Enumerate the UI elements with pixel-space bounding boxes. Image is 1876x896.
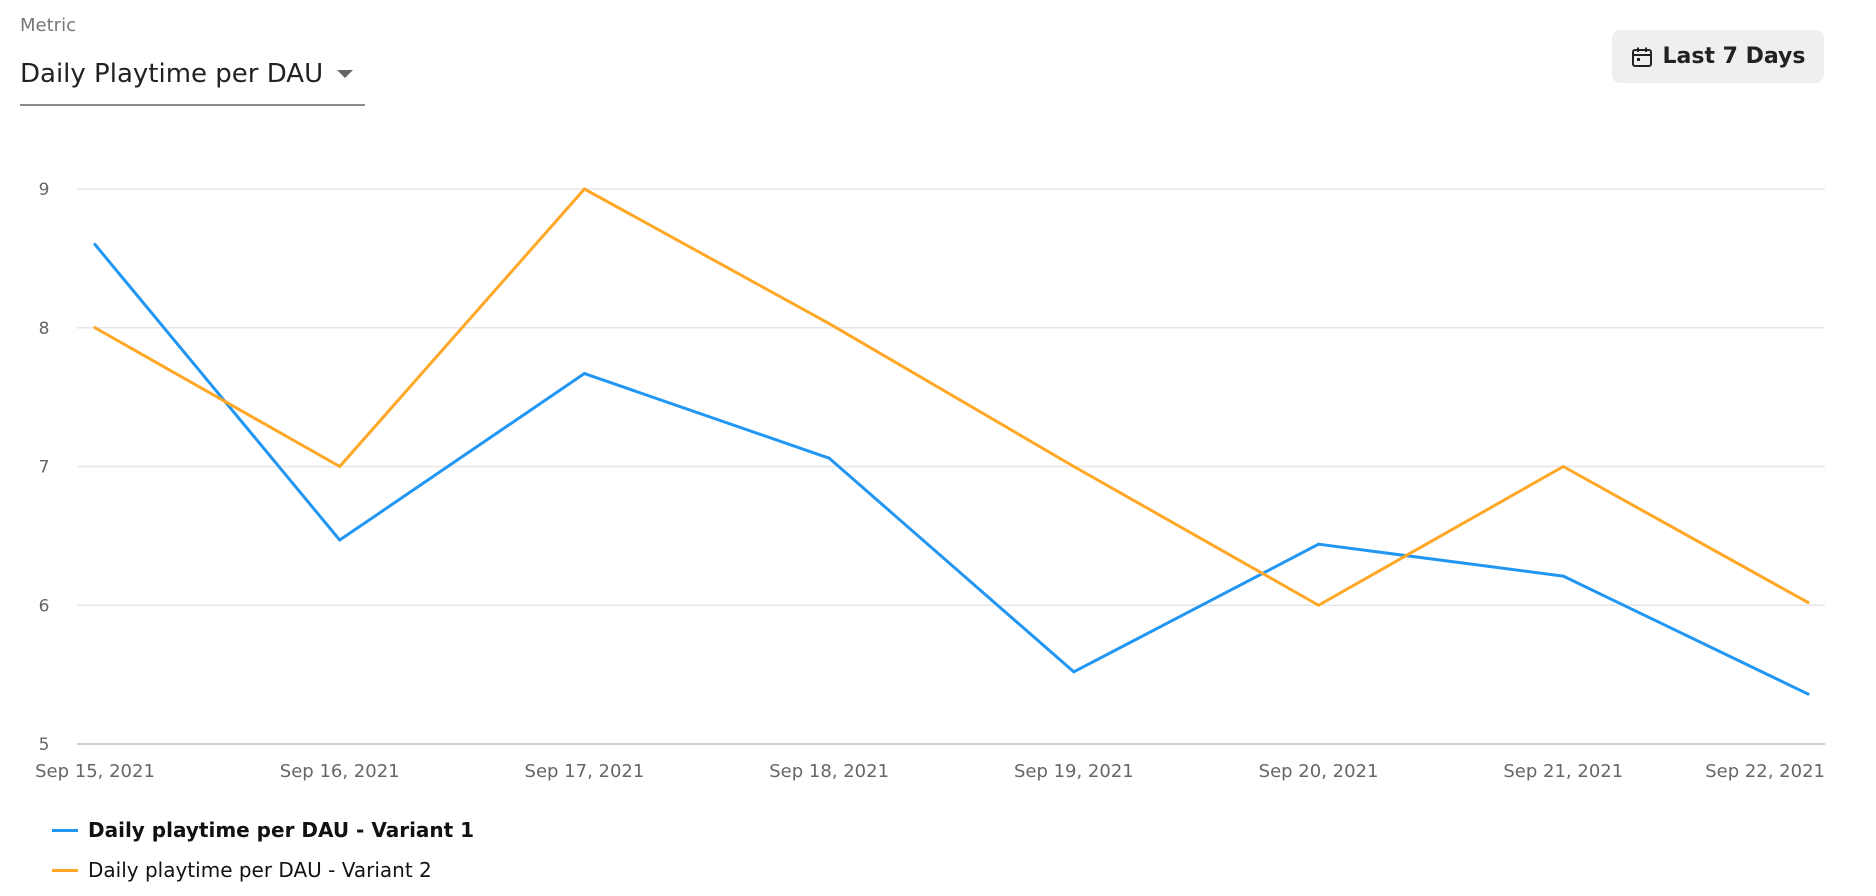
- x-tick-label-6: Sep 20, 2021: [1259, 761, 1379, 782]
- data-point-variant-2-7: [1561, 465, 1565, 468]
- legend-swatch-variant-1: [52, 828, 78, 832]
- metric-label: Metric: [20, 15, 76, 36]
- legend-swatch-variant-2: [52, 868, 78, 872]
- data-point-variant-2-8: [1806, 600, 1810, 604]
- x-tick-label-3: Sep 17, 2021: [525, 761, 645, 782]
- legend-item-variant-2[interactable]: Daily playtime per DAU - Variant 2: [52, 850, 474, 890]
- legend-label-variant-1: Daily playtime per DAU - Variant 1: [88, 818, 475, 842]
- data-point-variant-1-8: [1806, 692, 1810, 696]
- data-point-variant-1-3: [582, 372, 586, 376]
- line-chart: 5 6 7 8 9 Sep 15, 2021 Sep 16, 2021 Sep 17, 202…: [35, 180, 1825, 782]
- data-point-variant-1-5: [1072, 670, 1076, 674]
- y-tick-label-8: 8: [39, 319, 50, 339]
- legend-label-variant-2: Daily playtime per DAU - Variant 2: [88, 858, 432, 882]
- metric-select[interactable]: Daily Playtime per DAU: [20, 56, 365, 106]
- chart-legend: Daily playtime per DAU - Variant 1 Daily…: [52, 810, 474, 890]
- series-line-variant-2: [93, 187, 1810, 607]
- data-point-variant-2-4: [827, 322, 831, 326]
- x-tick-label-8: Sep 22, 2021: [1705, 761, 1825, 782]
- metric-selector-block: Metric Daily Playtime per DAU: [20, 14, 365, 106]
- y-tick-label-5: 5: [39, 735, 50, 755]
- data-point-variant-2-5: [1072, 465, 1076, 468]
- x-tick-label-7: Sep 21, 2021: [1503, 761, 1623, 782]
- x-tick-label-2: Sep 16, 2021: [280, 761, 400, 782]
- date-range-label: Last 7 Days: [1662, 44, 1806, 69]
- data-point-variant-2-1: [93, 326, 97, 330]
- data-point-variant-2-2: [338, 465, 342, 468]
- data-point-variant-1-2: [338, 538, 342, 542]
- y-tick-label-6: 6: [39, 596, 50, 616]
- y-tick-label-7: 7: [39, 458, 50, 478]
- calendar-icon: [1631, 47, 1652, 67]
- data-point-variant-1-7: [1561, 574, 1565, 578]
- data-point-variant-2-6: [1317, 603, 1321, 607]
- data-point-variant-1-6: [1317, 542, 1321, 546]
- x-tick-label-4: Sep 18, 2021: [769, 761, 889, 782]
- date-range-button[interactable]: Last 7 Days: [1612, 30, 1824, 83]
- y-tick-label-9: 9: [39, 180, 50, 200]
- data-point-variant-2-3: [582, 187, 586, 191]
- x-tick-label-5: Sep 19, 2021: [1014, 761, 1134, 782]
- legend-item-variant-1[interactable]: Daily playtime per DAU - Variant 1: [52, 810, 474, 850]
- x-tick-label-1: Sep 15, 2021: [35, 761, 155, 782]
- data-point-variant-1-1: [93, 243, 97, 246]
- metric-value: Daily Playtime per DAU: [20, 59, 324, 89]
- data-point-variant-1-4: [827, 456, 831, 460]
- series-line-variant-1: [93, 243, 1810, 696]
- caret-down-icon[interactable]: [337, 70, 353, 78]
